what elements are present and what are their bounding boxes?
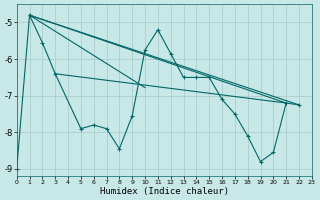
X-axis label: Humidex (Indice chaleur): Humidex (Indice chaleur) [100,187,229,196]
